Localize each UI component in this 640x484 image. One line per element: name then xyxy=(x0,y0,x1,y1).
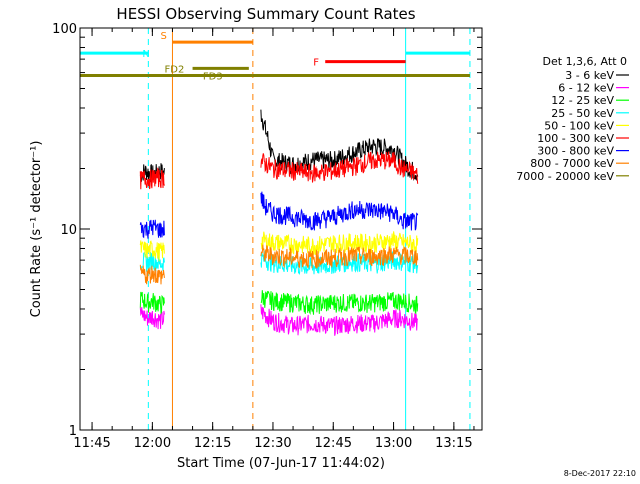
annotation-label: S xyxy=(160,31,166,42)
series-line xyxy=(139,264,165,285)
series-line xyxy=(260,151,419,184)
legend-entry: 300 - 800 keV xyxy=(537,145,614,158)
y-tick-label: 100 xyxy=(52,22,77,37)
y-axis-label: Count Rate (s⁻¹ detector⁻¹) xyxy=(29,141,44,318)
legend-entry: 3 - 6 keV xyxy=(565,69,614,82)
x-axis-label: Start Time (07-Jun-17 11:44:02) xyxy=(177,456,385,471)
legend-header: Det 1,3,6, Att 0 xyxy=(543,55,627,68)
chart-title: HESSI Observing Summary Count Rates xyxy=(116,5,415,23)
legend-entry: 7000 - 20000 keV xyxy=(516,170,614,183)
annotation-label: F xyxy=(313,58,319,69)
y-tick-label: 10 xyxy=(60,223,77,238)
x-tick-label: 13:15 xyxy=(435,436,472,451)
x-tick-label: 12:00 xyxy=(134,436,171,451)
series-line xyxy=(260,244,419,269)
legend-entry: 50 - 100 keV xyxy=(544,119,614,132)
legend-entry: 100 - 300 keV xyxy=(537,132,614,145)
timestamp: 8-Dec-2017 22:10 xyxy=(564,469,636,478)
legend-entry: 25 - 50 keV xyxy=(551,107,614,120)
series-line xyxy=(139,219,165,239)
series-line xyxy=(260,191,419,231)
series-line xyxy=(139,167,165,190)
legend-entry: 800 - 7000 keV xyxy=(530,157,614,170)
series-line xyxy=(139,251,165,272)
series-line xyxy=(260,231,419,255)
series-line xyxy=(139,240,165,262)
x-tick-label: 12:15 xyxy=(194,436,231,451)
annotation-label: FD2 xyxy=(165,64,185,75)
series-line xyxy=(260,304,419,336)
legend-entry: 12 - 25 keV xyxy=(551,94,614,107)
annotation-label: N xyxy=(142,49,149,60)
x-tick-label: 12:45 xyxy=(315,436,352,451)
x-tick-label: 12:30 xyxy=(254,436,291,451)
series-line xyxy=(260,290,419,316)
x-tick-label: 11:45 xyxy=(73,436,110,451)
y-tick-label: 1 xyxy=(69,424,77,439)
plot-frame xyxy=(79,27,483,431)
series-line xyxy=(139,307,165,330)
legend-entry: 6 - 12 keV xyxy=(558,82,614,95)
x-tick-label: 13:00 xyxy=(375,436,412,451)
annotation-label: FD3 xyxy=(203,72,223,83)
series-line xyxy=(139,291,165,316)
series-line xyxy=(260,250,419,276)
